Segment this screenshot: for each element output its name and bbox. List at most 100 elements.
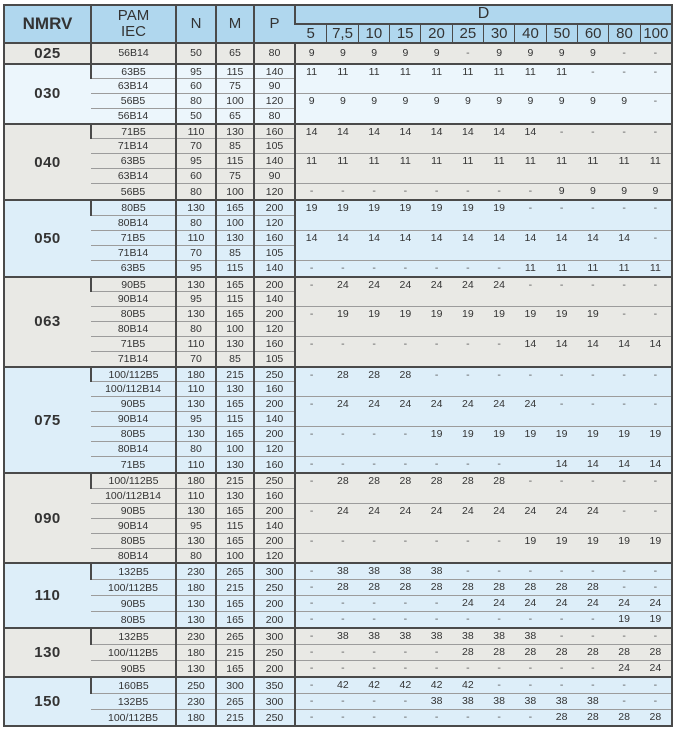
cell-p: 120	[253, 321, 295, 337]
d-value: -	[372, 261, 376, 274]
d-value: 28	[649, 646, 662, 659]
cell-p: 160	[253, 487, 295, 504]
row-050-71B14: 71B14 70 85 105	[4, 244, 672, 261]
d-value: 14	[649, 458, 662, 471]
d-value: 14	[430, 231, 443, 244]
d-values-block: - 28 28 28 - - - - - - - -	[294, 365, 672, 397]
d-value: -	[309, 565, 314, 578]
d-value: 19	[462, 202, 474, 215]
d-value: -	[309, 597, 314, 610]
d-value: -	[591, 202, 595, 215]
d-value: -	[653, 202, 658, 215]
cell-n: 110	[175, 487, 216, 504]
d-value: -	[403, 662, 408, 675]
d-value: 38	[462, 630, 474, 643]
d-value: -	[591, 125, 595, 138]
row-030-63B5: 030 63B5 95 115 140 11 11 11 11 11 11 11 11 11 - - -	[4, 62, 672, 124]
d-size-label: 20	[420, 24, 451, 42]
d-value: 14	[368, 231, 380, 244]
row-110-90B5: 90B5 130 165 200 - - - - - 24 24 24 24 24 24 24	[4, 595, 672, 612]
d-value: 24	[399, 504, 412, 517]
d-value: -	[591, 613, 595, 626]
cell-n: 95	[175, 517, 216, 534]
cell-pam: 80B5	[91, 532, 176, 549]
cell-pam: 56B14	[91, 108, 176, 124]
d-value: 11	[587, 155, 599, 168]
d-value: 24	[430, 278, 443, 291]
d-value: 28	[555, 711, 568, 724]
cell-pam: 90B5	[91, 660, 176, 678]
d-values-grid: - 38 38 38 38 - - - - - - -	[296, 564, 671, 579]
cell-n: 60	[175, 168, 216, 184]
row-110-100_112B5: 100/112B5 180 215 250 - 28 28 28 28 28 28 28 28 28 - -	[4, 579, 672, 596]
d-value: 42	[337, 679, 349, 692]
d-value: -	[309, 504, 314, 517]
cell-n: 230	[175, 693, 216, 710]
cell-pam: 56B5	[91, 183, 176, 201]
d-value: 24	[430, 504, 443, 517]
d-values-grid: - - - - 19 19 19 19 19 19 19 19	[296, 427, 671, 442]
cell-pam: 56B5	[91, 93, 176, 109]
cell-m: 115	[215, 259, 254, 277]
cell-m: 100	[215, 214, 254, 231]
d-size-label: 100	[639, 24, 671, 42]
d-value: 11	[306, 155, 318, 168]
d-value: 19	[305, 202, 318, 215]
cell-p: 300	[253, 562, 295, 580]
d-value: 28	[493, 646, 505, 659]
d-values-block: - - - - - - - 19 19 19 19 19	[294, 532, 672, 564]
d-value: -	[341, 185, 345, 198]
cell-pam: 100/112B14	[91, 381, 176, 397]
cell-p: 140	[253, 517, 295, 534]
row-040-71B5: 040 71B5 110 130 160 14 14 14 14 14 14 14 14 - - - -	[4, 122, 672, 201]
d-value: -	[559, 368, 564, 381]
d-value: 19	[649, 613, 662, 626]
cell-n: 230	[175, 627, 216, 645]
cell-pam: 100/112B5	[91, 709, 176, 727]
d-value: 28	[587, 581, 599, 594]
d-value: 19	[555, 308, 568, 321]
d-value: 14	[430, 125, 443, 138]
d-value: -	[622, 504, 626, 517]
d-value: 38	[462, 695, 474, 708]
d-value: 38	[493, 695, 505, 708]
d-value: 24	[462, 278, 474, 291]
cell-pam: 100/112B5	[91, 579, 176, 596]
d-values-block: - - - - - - - - 28 28 28 28	[294, 709, 672, 727]
d-value: -	[497, 679, 501, 692]
d-value: 28	[399, 368, 412, 381]
cell-m: 100	[215, 93, 254, 109]
d-value: -	[309, 398, 314, 411]
d-value: -	[466, 338, 470, 351]
cell-p: 120	[253, 214, 295, 231]
d-value: -	[622, 475, 626, 488]
d-value: -	[528, 475, 533, 488]
row-090-100_112B14: 100/112B14 110 130 160	[4, 487, 672, 504]
cell-pam: 56B14	[90, 41, 176, 64]
cell-m: 85	[215, 351, 254, 367]
d-value: -	[403, 613, 408, 626]
d-size-label: 5	[306, 24, 315, 42]
d-value: -	[309, 630, 314, 643]
d-value: -	[559, 630, 564, 643]
d-value: 38	[524, 695, 537, 708]
d-value: 11	[556, 155, 568, 168]
d-value: 14	[337, 125, 349, 138]
cell-pam: 100/112B5	[91, 644, 176, 661]
d-values-block: - 28 28 28 28 28 28 28 28 28 - -	[294, 579, 672, 596]
d-value: 19	[587, 534, 599, 547]
cell-n: 80	[175, 547, 216, 564]
group-label-130: 130	[4, 627, 91, 678]
row-075-71B5: 71B5 110 130 160 - - - - - - - 14 14 14 14	[4, 456, 672, 474]
cell-p: 200	[253, 532, 295, 549]
d-value: -	[466, 565, 470, 578]
d-size-label: 30	[483, 24, 514, 42]
cell-m: 165	[215, 502, 254, 519]
cell-m: 165	[215, 396, 254, 412]
d-value: 19	[430, 428, 443, 441]
d-values-grid: 14 14 14 14 14 14 14 14 14 14 14 -	[296, 231, 671, 246]
d-value: -	[528, 679, 533, 692]
row-050-80B5: 050 80B5 130 165 200 19 19 19 19 19 19 19- - - - -	[4, 199, 672, 277]
cell-m: 100	[215, 441, 254, 457]
cell-p: 90	[253, 78, 295, 94]
